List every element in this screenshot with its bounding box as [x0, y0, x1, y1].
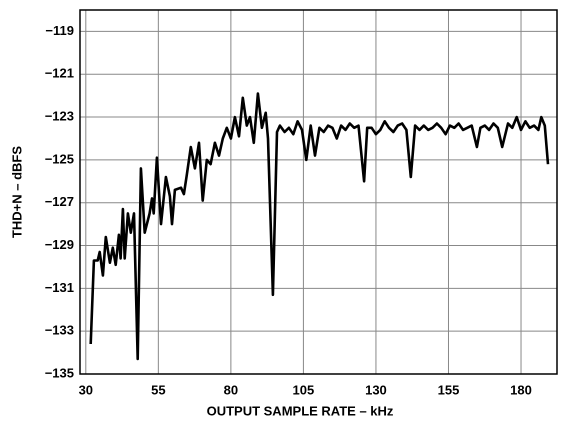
y-tick-label: −131 — [45, 280, 74, 295]
x-axis-label: OUTPUT SAMPLE RATE – kHz — [207, 403, 394, 418]
y-tick-label: −125 — [45, 151, 74, 166]
y-tick-label: −123 — [45, 108, 74, 123]
y-tick-label: −135 — [45, 365, 74, 380]
y-axis-label: THD+N – dBFS — [9, 146, 24, 238]
x-tick-label: 105 — [293, 382, 315, 397]
x-tick-label: 155 — [438, 382, 460, 397]
y-tick-label: −119 — [45, 23, 74, 38]
data-line — [89, 92, 550, 361]
y-tick-label: −133 — [45, 323, 74, 338]
y-tick-label: −121 — [45, 66, 74, 81]
plot-frame — [79, 9, 558, 375]
x-tick-label: 80 — [224, 382, 238, 397]
x-tick-label: 130 — [365, 382, 387, 397]
x-tick-label: 180 — [510, 382, 532, 397]
x-tick-label: 30 — [79, 382, 93, 397]
y-tick-label: −129 — [45, 237, 74, 252]
y-tick-label: −127 — [45, 194, 74, 209]
x-tick-label: 55 — [151, 382, 165, 397]
